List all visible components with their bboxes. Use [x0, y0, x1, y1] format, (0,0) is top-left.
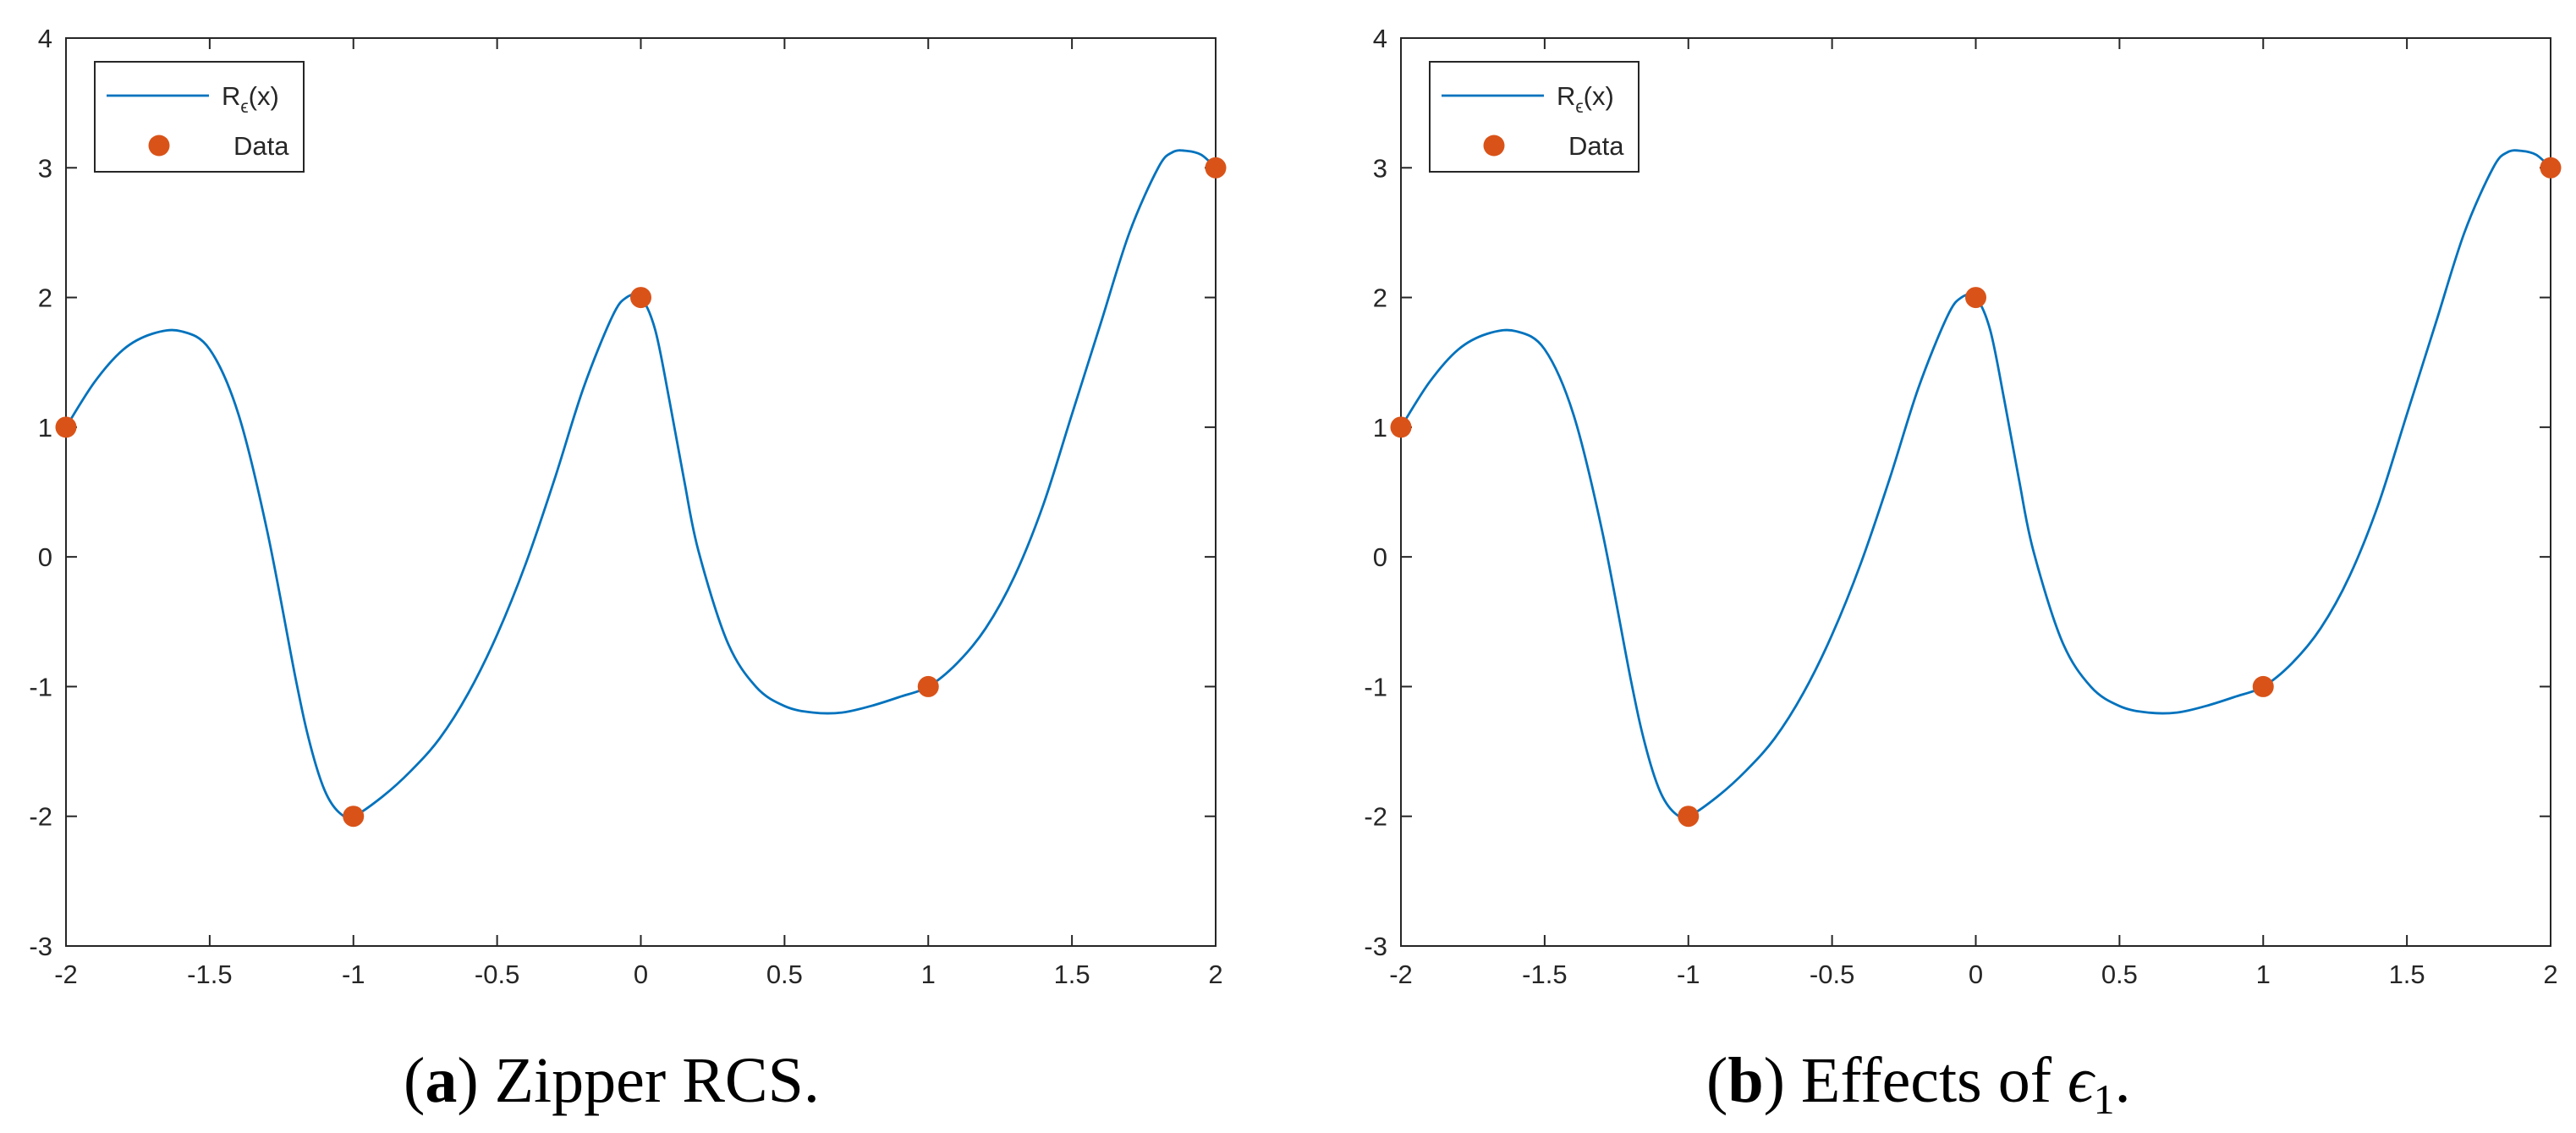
panel-a-ytick-label: 3: [38, 153, 52, 183]
panel-b-xtick-label: -1: [1677, 960, 1700, 989]
panel-a-legend-curve-label: Rϵ(x): [222, 81, 279, 117]
panel-a-data-point: [630, 287, 651, 309]
panel-a-ytick-label: 0: [38, 542, 52, 572]
panel-a-data-point: [343, 806, 365, 828]
panel-a-legend-box: [94, 61, 305, 173]
panel-b-legend-data-label: Data: [1568, 131, 1624, 161]
panel-a-data-point: [55, 416, 77, 438]
panel-b-legend-box: [1429, 61, 1640, 173]
panel-b-data-point: [1678, 806, 1700, 828]
panel-b-legend: Rϵ(x) Data: [1429, 61, 1640, 173]
panel-b-ytick-label: -2: [1364, 802, 1387, 832]
panel-a-ytick-label: -3: [29, 932, 52, 961]
panel-b-legend-curve-label: Rϵ(x): [1557, 81, 1614, 117]
panel-a-caption: (a) Zipper RCS.: [404, 1045, 820, 1116]
panel-a-legend-data-swatch: [148, 135, 170, 157]
panel-b-xtick-label: 1.5: [2389, 960, 2425, 989]
panel-b-caption: (b) Effects of ϵ1.: [1706, 1045, 2131, 1123]
panel-a-ticks: [65, 37, 1217, 947]
panel-a-xtick-label: -1: [342, 960, 365, 989]
panel-b-ytick-label: -1: [1364, 672, 1387, 701]
panel-a-xtick-label: 2: [1208, 960, 1222, 989]
panel-b-xtick-label: -2: [1389, 960, 1413, 989]
panel-a-xtick-label: 1: [921, 960, 936, 989]
panel-a-xtick-label: 0: [634, 960, 648, 989]
panel-b-xtick-label: 2: [2543, 960, 2557, 989]
panel-a-xtick-label: -0.5: [475, 960, 519, 989]
panel-b-data-point: [2540, 157, 2562, 179]
panel-a-data-point: [917, 675, 939, 697]
panel-b-ytick-label: 0: [1373, 542, 1387, 572]
panel-a-ytick-label: -1: [29, 672, 52, 701]
panel-b-data-point: [1390, 416, 1412, 438]
panel-a-xtick-label: -2: [54, 960, 78, 989]
panel-a-xtick-label: 1.5: [1054, 960, 1090, 989]
panel-a-ytick-label: 1: [38, 413, 52, 443]
panel-b-ytick-label: 1: [1373, 413, 1387, 443]
panel-b-ytick-label: 3: [1373, 153, 1387, 183]
panel-b-xtick-label: 0.5: [2101, 960, 2138, 989]
panel-b-data-points: [1390, 157, 2562, 828]
panel-b-ytick-label: -3: [1364, 932, 1387, 961]
panel-b-data-point: [1965, 287, 1986, 309]
panel-b-plot-area: [1400, 37, 2551, 947]
panel-b-legend-data-swatch: [1483, 135, 1505, 157]
panel-b-xtick-label: 1: [2256, 960, 2271, 989]
panel-a-data-point: [1205, 157, 1227, 179]
panel-a-ytick-label: 2: [38, 283, 52, 313]
panel-a-xtick-label: 0.5: [766, 960, 803, 989]
panel-b-xtick-label: -0.5: [1810, 960, 1854, 989]
panel-b-xtick-label: -1.5: [1522, 960, 1567, 989]
panel-a-ytick-label: -2: [29, 802, 52, 832]
panel-a-legend: Rϵ(x) Data: [94, 61, 305, 173]
panel-a-legend-data-label: Data: [233, 131, 289, 161]
panel-b-ticks: [1400, 37, 2551, 947]
panel-b-ytick-label: 4: [1373, 24, 1387, 53]
panel-a-plot-area: [65, 37, 1217, 947]
panel-a-xtick-label: -1.5: [187, 960, 232, 989]
panel-b-ytick-label: 2: [1373, 283, 1387, 313]
panel-b-xtick-label: 0: [1969, 960, 1983, 989]
panel-b-curve-line: [1399, 149, 2551, 819]
panel-b-data-point: [2252, 675, 2274, 697]
panel-a-ytick-label: 4: [38, 24, 52, 53]
panel-a-curve-line: [64, 149, 1217, 819]
panel-a-data-points: [55, 157, 1227, 828]
